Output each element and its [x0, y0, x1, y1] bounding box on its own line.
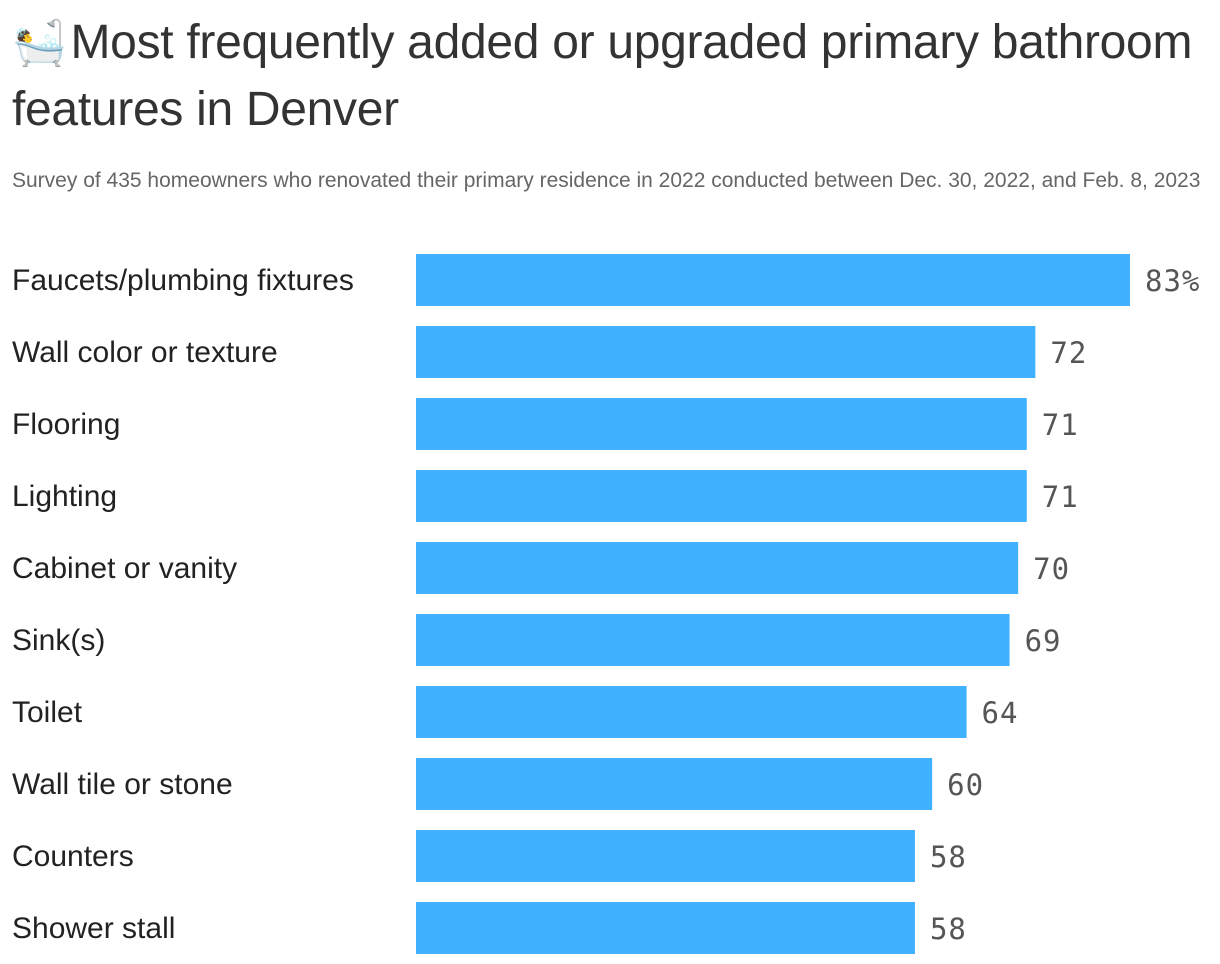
- bar-row: Faucets/plumbing fixtures 83%: [12, 254, 1200, 306]
- bar: [416, 398, 1027, 450]
- value-label: 71: [1042, 480, 1079, 514]
- category-label: Counters: [12, 840, 134, 873]
- bar: [416, 614, 1010, 666]
- value-label: 64: [982, 696, 1019, 730]
- bar-row: Shower stall 58: [12, 902, 967, 954]
- bar-row: Wall color or texture 72: [12, 326, 1087, 378]
- bar-row: Flooring 71: [12, 398, 1079, 450]
- category-label: Faucets/plumbing fixtures: [12, 264, 354, 297]
- category-label: Wall color or texture: [12, 336, 278, 369]
- bar-row: Lighting 71: [12, 470, 1079, 522]
- bar-row: Wall tile or stone 60: [12, 758, 984, 810]
- bar-row: Sink(s) 69: [12, 614, 1062, 666]
- category-label: Lighting: [12, 480, 117, 513]
- bar: [416, 254, 1130, 306]
- value-label: 69: [1025, 624, 1062, 658]
- chart-title: 🛀Most frequently added or upgraded prima…: [12, 10, 1202, 143]
- bar-row: Toilet 64: [12, 686, 1019, 738]
- bar: [416, 470, 1027, 522]
- bar-row: Counters 58: [12, 830, 967, 882]
- bar: [416, 542, 1019, 594]
- category-label: Flooring: [12, 408, 120, 441]
- bar: [416, 758, 933, 810]
- value-label: 58: [930, 840, 967, 874]
- value-label: 72: [1050, 336, 1087, 370]
- category-label: Sink(s): [12, 624, 105, 657]
- bathtub-icon: 🛀: [12, 18, 67, 69]
- bar: [416, 686, 967, 738]
- value-label: 70: [1033, 552, 1070, 586]
- chart-title-text: Most frequently added or upgraded primar…: [12, 16, 1193, 136]
- bar: [416, 830, 915, 882]
- chart-subtitle: Survey of 435 homeowners who renovated t…: [12, 169, 1201, 192]
- bar: [416, 902, 915, 954]
- category-label: Wall tile or stone: [12, 768, 233, 801]
- value-label: 71: [1042, 408, 1079, 442]
- category-label: Cabinet or vanity: [12, 552, 237, 585]
- value-label: 83%: [1145, 264, 1200, 298]
- value-label: 60: [947, 768, 984, 802]
- category-label: Toilet: [12, 696, 83, 729]
- bar: [416, 326, 1036, 378]
- value-label: 58: [930, 912, 967, 946]
- bar-row: Cabinet or vanity 70: [12, 542, 1070, 594]
- category-label: Shower stall: [12, 912, 175, 945]
